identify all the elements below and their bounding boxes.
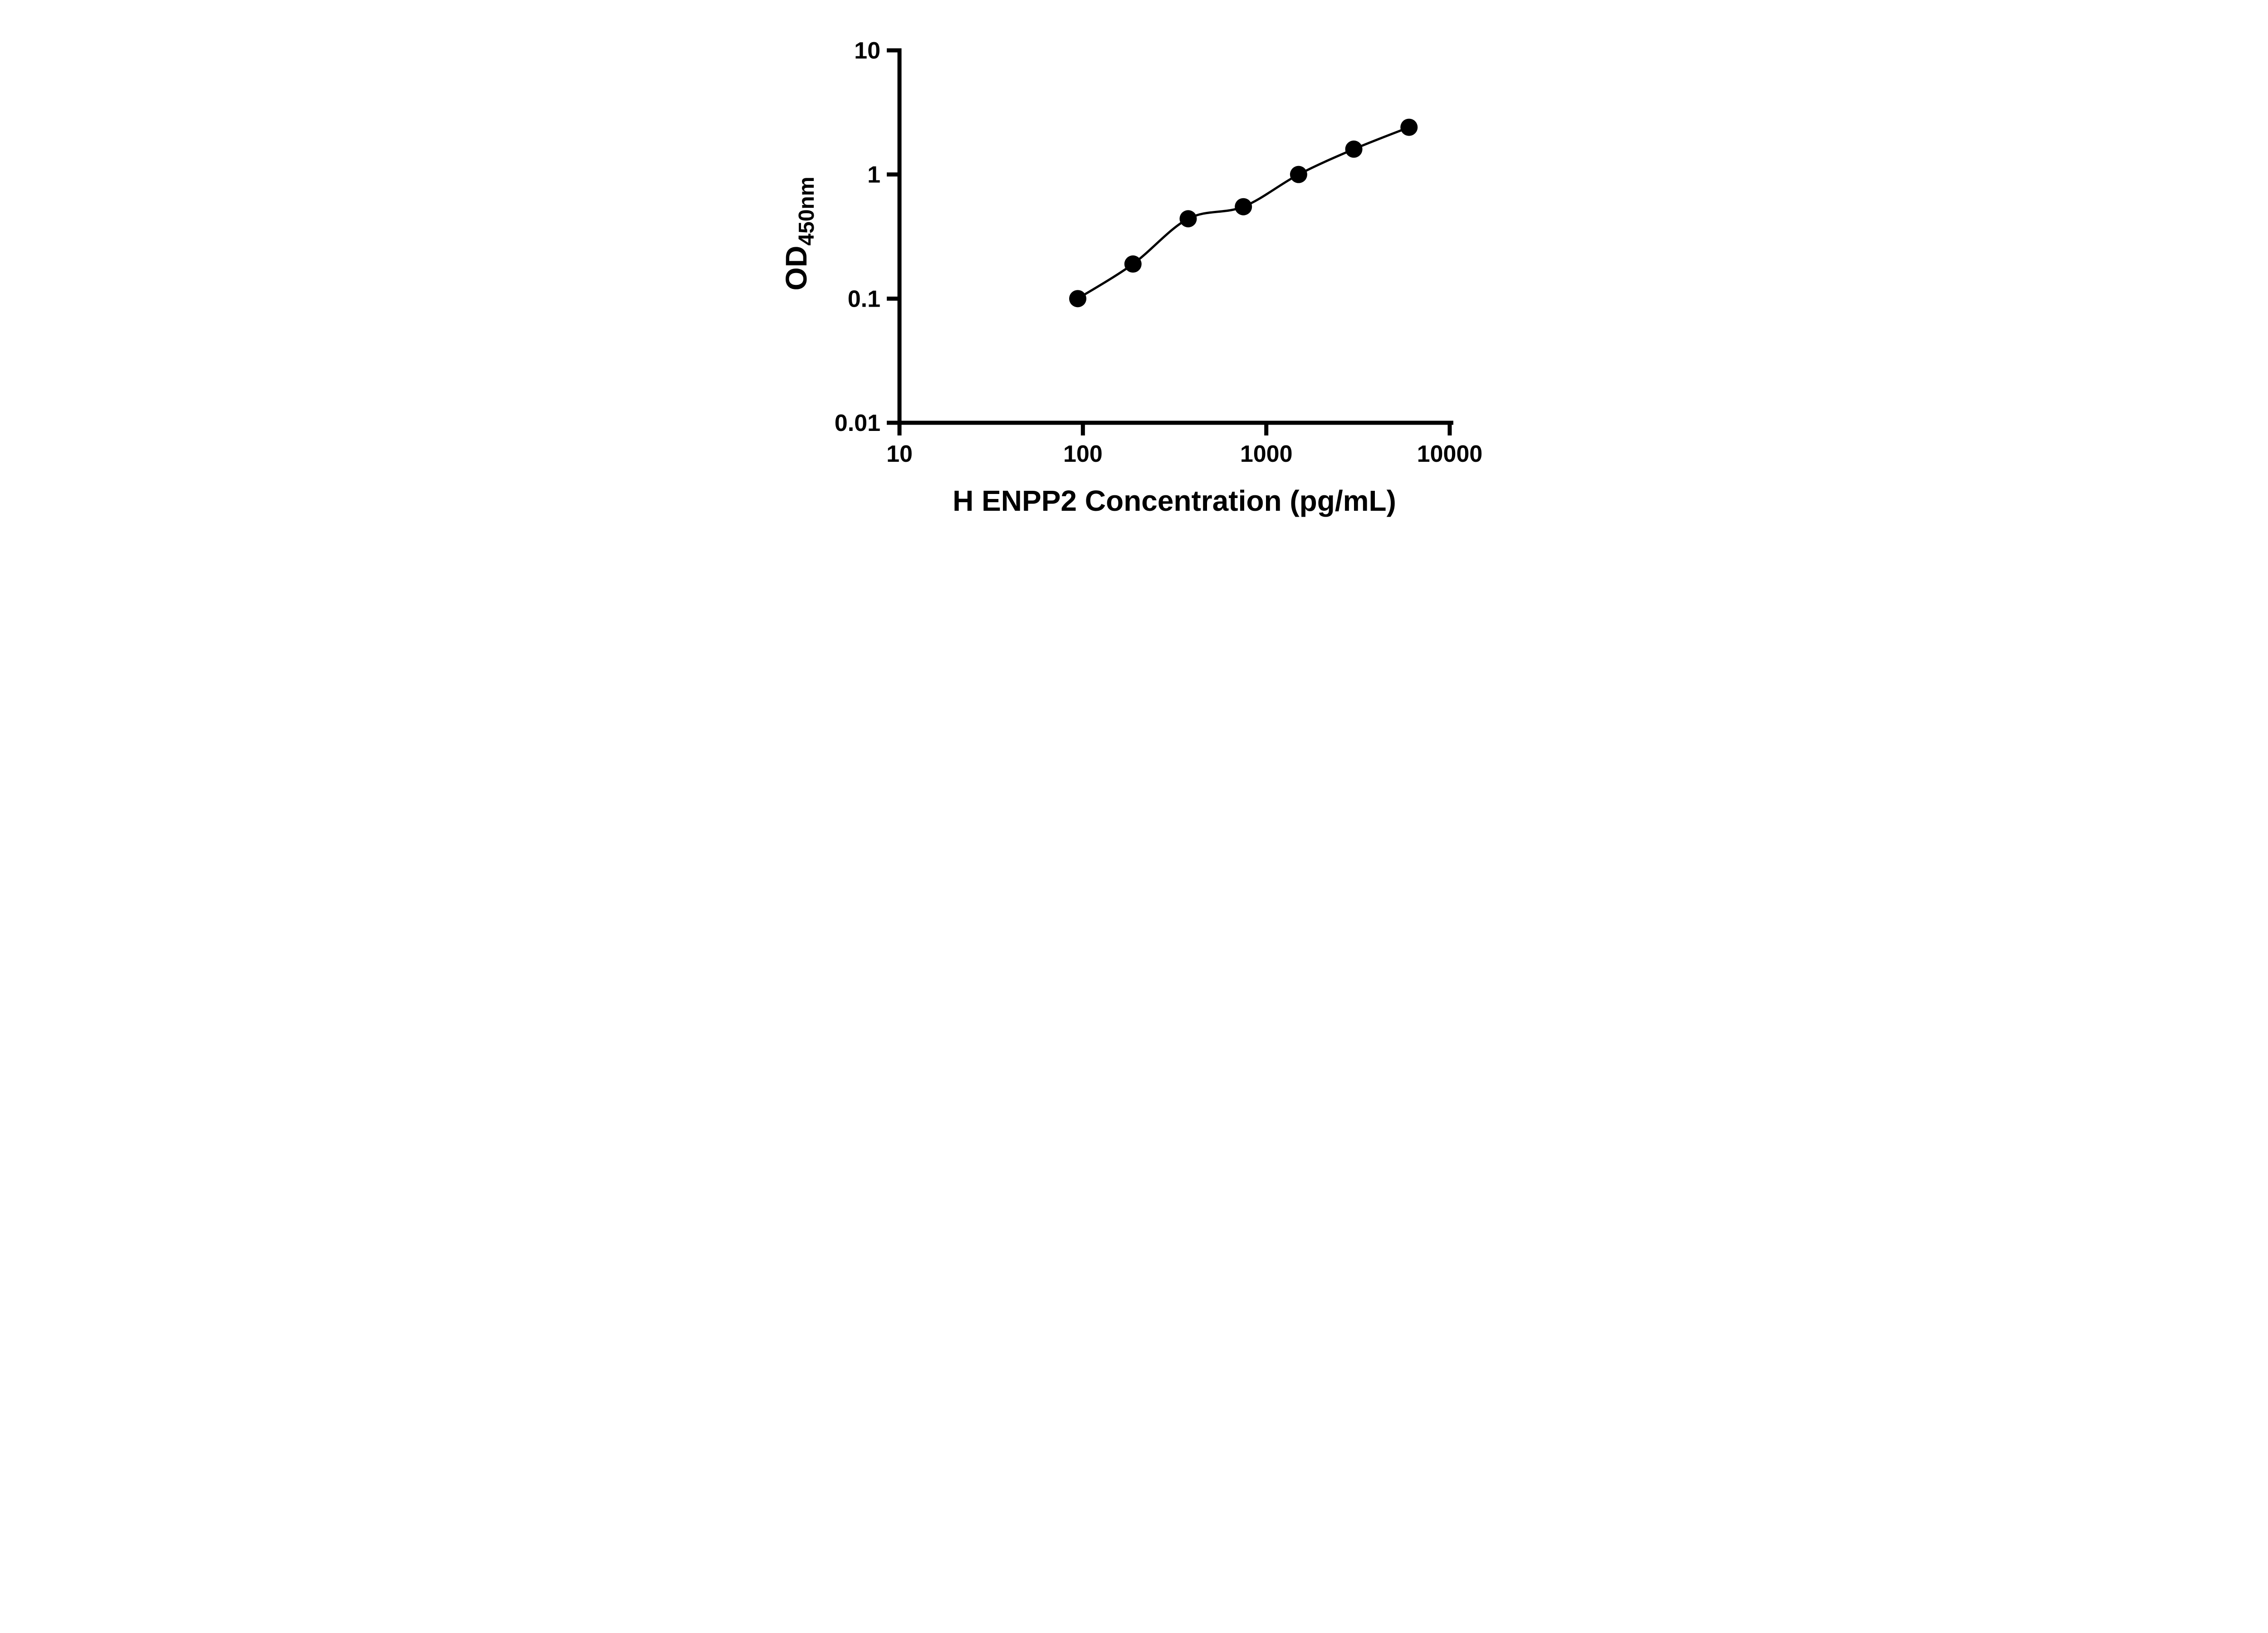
data-point bbox=[1124, 255, 1142, 273]
x-tick-label: 10000 bbox=[1417, 441, 1483, 467]
x-tick-label: 1000 bbox=[1240, 441, 1293, 467]
elisa-standard-curve-chart: 10 100 1000 10000 10 1 0.1 0.01 H ENPP2 Concent… bbox=[745, 0, 1523, 544]
data-point bbox=[1235, 198, 1252, 215]
y-axis-title-main: OD bbox=[779, 246, 813, 291]
y-tick-label: 0.01 bbox=[835, 410, 880, 436]
y-tick-label: 10 bbox=[854, 38, 880, 64]
y-axis-title-sub: 450nm bbox=[795, 176, 819, 245]
data-point bbox=[1400, 118, 1418, 136]
axes: 10 100 1000 10000 10 1 0.1 0.01 bbox=[835, 38, 1483, 467]
standard-curve-figure: 10 100 1000 10000 10 1 0.1 0.01 H ENPP2 Concent… bbox=[745, 0, 1523, 544]
data-point bbox=[1345, 140, 1363, 158]
x-tick-label: 100 bbox=[1063, 441, 1103, 467]
y-axis-title: OD450nm bbox=[779, 176, 819, 290]
y-tick-label: 1 bbox=[867, 162, 880, 188]
data-point bbox=[1290, 166, 1307, 183]
y-tick-label: 0.1 bbox=[848, 286, 880, 312]
data-point bbox=[1069, 290, 1087, 308]
x-tick-label: 10 bbox=[886, 441, 913, 467]
data-series bbox=[1069, 118, 1418, 308]
x-axis-title: H ENPP2 Concentration (pg/mL) bbox=[953, 484, 1396, 517]
data-point bbox=[1179, 210, 1197, 228]
